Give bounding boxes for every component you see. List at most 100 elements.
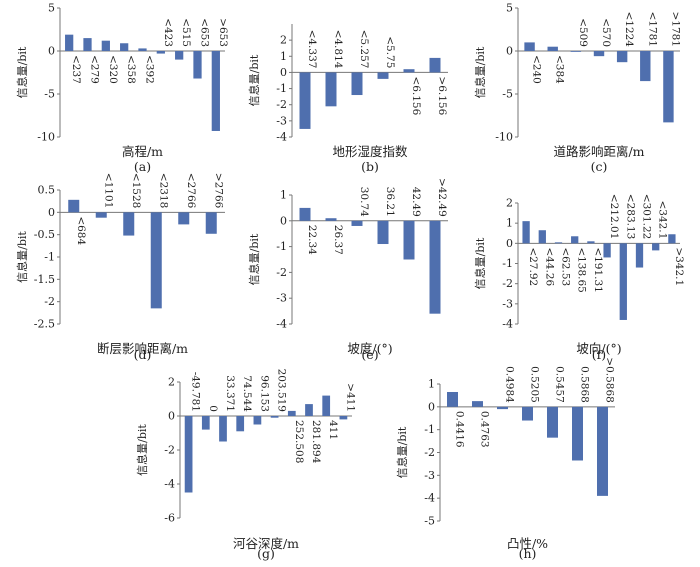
bar [325, 72, 337, 107]
category-label: <2766 [185, 173, 197, 209]
category-label: >411 [344, 383, 356, 412]
category-label: <6.156 [410, 76, 422, 115]
category-label: 0.4763 [479, 411, 491, 448]
category-label: 36.21 [384, 187, 396, 217]
panel-label: (c) [591, 159, 608, 174]
category-label: <653 [199, 18, 211, 47]
category-label: <191.31 [592, 247, 604, 293]
category-label: >42.49 [436, 178, 448, 217]
bar [351, 220, 363, 226]
y-axis-title: 信息量/bit [247, 233, 261, 285]
category-label: 0.5868 [579, 366, 591, 403]
chart-panel-6: -4 -3 -2 -1 0 1 2 <27.92 <44.26 <62.53 <138.65 <191… [473, 194, 685, 362]
y-axis-title: 信息量/bit [247, 54, 261, 106]
bar [538, 230, 546, 244]
y-tick-label: 1 [428, 378, 435, 391]
bar [101, 40, 110, 51]
y-axis-title: 信息量/bit [473, 237, 487, 289]
category-label: <27.92 [527, 247, 539, 286]
x-axis-title: 道路影响距离/m [553, 144, 644, 159]
category-label: <212.01 [608, 194, 620, 240]
y-tick-label: 1 [506, 217, 513, 230]
category-label: >653 [217, 18, 229, 47]
y-tick-label: 2 [506, 197, 513, 210]
x-axis-title: 断层影响距离/m [97, 341, 188, 356]
bar [472, 401, 483, 407]
bar [640, 51, 651, 82]
category-label: <570 [600, 18, 612, 47]
bar [123, 212, 135, 236]
bar [65, 34, 74, 51]
y-tick-label: -1 [276, 82, 287, 95]
y-tick-label: -1 [424, 423, 435, 436]
bar [83, 38, 92, 51]
bar [429, 220, 441, 314]
category-label: 0.5457 [554, 366, 566, 403]
bar [175, 51, 184, 60]
chart-panel-7: -6 -4 -2 0 2 -49.781 0 33.371 74.544 96.153 203.51… [135, 369, 356, 561]
category-label: 411 [327, 420, 339, 440]
y-tick-label: -1 [44, 251, 55, 264]
y-tick-label: -2 [502, 277, 513, 290]
category-label: <5.75 [384, 36, 396, 68]
panel-label: (a) [134, 159, 151, 174]
bar [193, 51, 202, 79]
category-label: <1528 [130, 173, 142, 209]
category-label: >342.1 [673, 247, 685, 286]
bar [668, 234, 676, 244]
y-tick-label: 0 [48, 206, 55, 219]
category-label: <342.1 [657, 200, 669, 239]
category-label: <1781 [646, 11, 658, 47]
category-label: <301.22 [641, 194, 653, 240]
category-label: <240 [531, 55, 543, 84]
category-label: <320 [107, 55, 119, 84]
y-tick-label: -2 [164, 444, 175, 457]
bar [211, 51, 220, 131]
category-label: 252.508 [293, 420, 305, 463]
category-label: 0.4416 [454, 411, 466, 448]
category-label: <392 [144, 55, 156, 84]
panel-label: (g) [257, 546, 275, 561]
chart-panel-1: -10 -5 0 5 <237 <279 <320 <358 <392 <423 <515 <653 >… [15, 2, 229, 175]
y-tick-label: -10 [37, 131, 55, 144]
panel-label: (b) [361, 159, 379, 174]
y-tick-label: -5 [502, 88, 513, 101]
y-tick-label: 5 [506, 2, 513, 15]
bar [652, 243, 660, 251]
bar [287, 410, 296, 416]
y-axis-title: 信息量/bit [15, 231, 29, 283]
bar [619, 243, 627, 320]
category-label: <5.257 [358, 30, 370, 69]
category-label: 30.74 [358, 187, 370, 217]
category-label: >1781 [669, 11, 681, 47]
bar [603, 243, 611, 258]
category-label: 96.153 [258, 375, 270, 412]
bar [571, 236, 579, 244]
category-label: 42.49 [410, 187, 422, 217]
category-label: 22.34 [306, 225, 318, 255]
category-label: <4.814 [332, 30, 344, 69]
bar [178, 212, 190, 225]
y-tick-label: -4 [276, 131, 287, 144]
category-label: 203.519 [276, 369, 288, 412]
y-tick-label: 1 [280, 189, 287, 202]
bar [593, 51, 605, 57]
y-tick-label: -4 [276, 318, 287, 331]
bar [522, 221, 530, 244]
y-tick-label: -4 [502, 318, 513, 331]
y-tick-label: -4 [424, 492, 435, 505]
y-tick-label: -3 [424, 469, 435, 482]
bar [635, 243, 644, 268]
y-axis-title: 信息量/bit [395, 426, 409, 478]
bar [403, 220, 415, 260]
bar [184, 416, 193, 493]
category-label: 281.894 [310, 420, 322, 464]
category-label: 0.5205 [529, 366, 541, 403]
category-label: <684 [75, 216, 87, 245]
y-tick-label: 0 [428, 400, 435, 413]
y-tick-label: -2 [44, 295, 55, 308]
category-label: 74.544 [241, 375, 253, 412]
bar [236, 416, 245, 432]
category-label: <62.53 [560, 247, 572, 286]
